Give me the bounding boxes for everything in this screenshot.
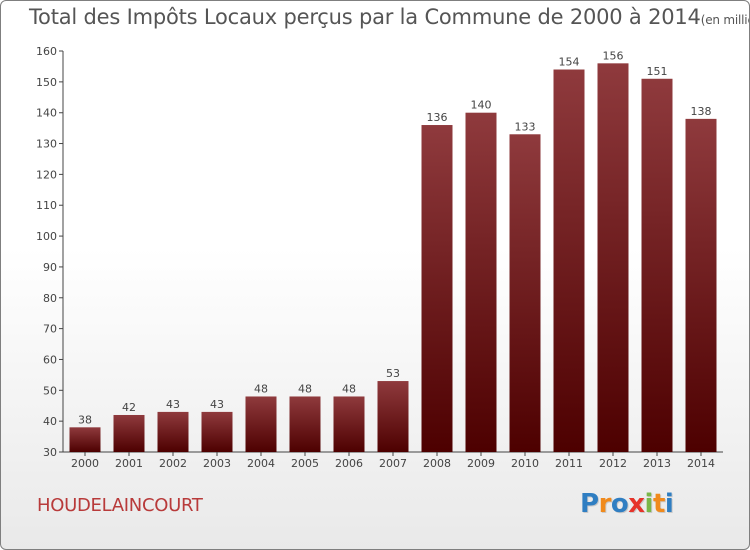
bar-2006 bbox=[333, 396, 365, 452]
x-tick-label-2011: 2011 bbox=[555, 457, 583, 470]
y-axis: 30 40 50 60 70 80 90 100 110 120 130 140 150 160 bbox=[36, 45, 64, 459]
x-tick-label-2004: 2004 bbox=[247, 457, 275, 470]
bar-2014 bbox=[685, 118, 717, 452]
y-tick-label: 80 bbox=[43, 292, 57, 305]
x-tick-label-2012: 2012 bbox=[599, 457, 627, 470]
y-tick-label: 50 bbox=[43, 384, 57, 397]
bar-2004 bbox=[245, 396, 277, 452]
value-label-2006: 48 bbox=[342, 382, 356, 395]
value-label-2012: 156 bbox=[603, 49, 624, 62]
y-tick-label: 140 bbox=[36, 107, 57, 120]
x-tick-label-2006: 2006 bbox=[335, 457, 363, 470]
x-tick-label-2005: 2005 bbox=[291, 457, 319, 470]
value-label-2008: 136 bbox=[427, 111, 448, 124]
value-label-2010: 133 bbox=[515, 120, 536, 133]
y-tick-label: 150 bbox=[36, 76, 57, 89]
bar-2005 bbox=[289, 396, 321, 452]
bar-2010 bbox=[509, 134, 541, 453]
value-label-2014: 138 bbox=[691, 105, 712, 118]
value-label-2000: 38 bbox=[78, 413, 92, 426]
y-tick-label: 40 bbox=[43, 415, 57, 428]
x-tick-label-2008: 2008 bbox=[423, 457, 451, 470]
bar-2002 bbox=[157, 411, 189, 452]
bar-2008 bbox=[421, 125, 453, 453]
y-tick-label: 160 bbox=[36, 45, 57, 58]
value-label-2002: 43 bbox=[166, 398, 180, 411]
value-label-2007: 53 bbox=[386, 367, 400, 380]
x-tick-label-2007: 2007 bbox=[379, 457, 407, 470]
logo-letter: r bbox=[598, 489, 612, 519]
logo-letter: i bbox=[664, 489, 674, 519]
y-tick-label: 110 bbox=[36, 199, 57, 212]
bar-2000 bbox=[69, 427, 101, 452]
x-axis: 2000 2001 2002 2003 2004 2005 2006 2007 2008 2009… bbox=[63, 451, 723, 470]
y-tick-label: 120 bbox=[36, 168, 57, 181]
proxiti-logo: Proxiti bbox=[580, 489, 674, 519]
bar-2009 bbox=[465, 112, 497, 452]
bar-2011 bbox=[553, 69, 585, 452]
x-tick-label-2013: 2013 bbox=[643, 457, 671, 470]
value-label-2001: 42 bbox=[122, 401, 136, 414]
value-label-2004: 48 bbox=[254, 382, 268, 395]
bars bbox=[69, 63, 717, 453]
value-label-2011: 154 bbox=[559, 56, 580, 69]
bar-2007 bbox=[377, 381, 409, 452]
logo-letter: P bbox=[580, 489, 599, 519]
logo-letter: i bbox=[644, 489, 654, 519]
value-label-2003: 43 bbox=[210, 398, 224, 411]
logo-letter: t bbox=[652, 489, 665, 519]
commune-name: HOUDELAINCOURT bbox=[37, 495, 203, 516]
x-tick-label-2010: 2010 bbox=[511, 457, 539, 470]
x-tick-label-2014: 2014 bbox=[687, 457, 715, 470]
logo-letter: x bbox=[628, 489, 645, 519]
x-tick-label-2009: 2009 bbox=[467, 457, 495, 470]
x-tick-label-2000: 2000 bbox=[71, 457, 99, 470]
logo-letter: o bbox=[610, 489, 629, 519]
y-tick-label: 60 bbox=[43, 353, 57, 366]
data-labels: 38 42 43 43 48 48 48 53 136 140 133 154 156 151 138 bbox=[78, 49, 712, 426]
title-text: Total des Impôts Locaux perçus par la Co… bbox=[29, 5, 701, 29]
y-tick-label: 30 bbox=[43, 446, 57, 459]
chart-title: Total des Impôts Locaux perçus par la Co… bbox=[29, 5, 749, 29]
y-tick-label: 100 bbox=[36, 230, 57, 243]
value-label-2005: 48 bbox=[298, 382, 312, 395]
x-tick-label-2001: 2001 bbox=[115, 457, 143, 470]
value-label-2009: 140 bbox=[471, 99, 492, 112]
x-tick-label-2003: 2003 bbox=[203, 457, 231, 470]
value-label-2013: 151 bbox=[647, 65, 668, 78]
x-tick-label-2002: 2002 bbox=[159, 457, 187, 470]
bar-2013 bbox=[641, 78, 673, 452]
bar-2012 bbox=[597, 63, 629, 452]
bar-2003 bbox=[201, 411, 233, 452]
y-tick-label: 70 bbox=[43, 323, 57, 336]
y-tick-label: 130 bbox=[36, 138, 57, 151]
y-tick-label: 90 bbox=[43, 261, 57, 274]
unit-label: (en milliers d'€) bbox=[700, 13, 749, 27]
bar-2001 bbox=[113, 414, 145, 452]
